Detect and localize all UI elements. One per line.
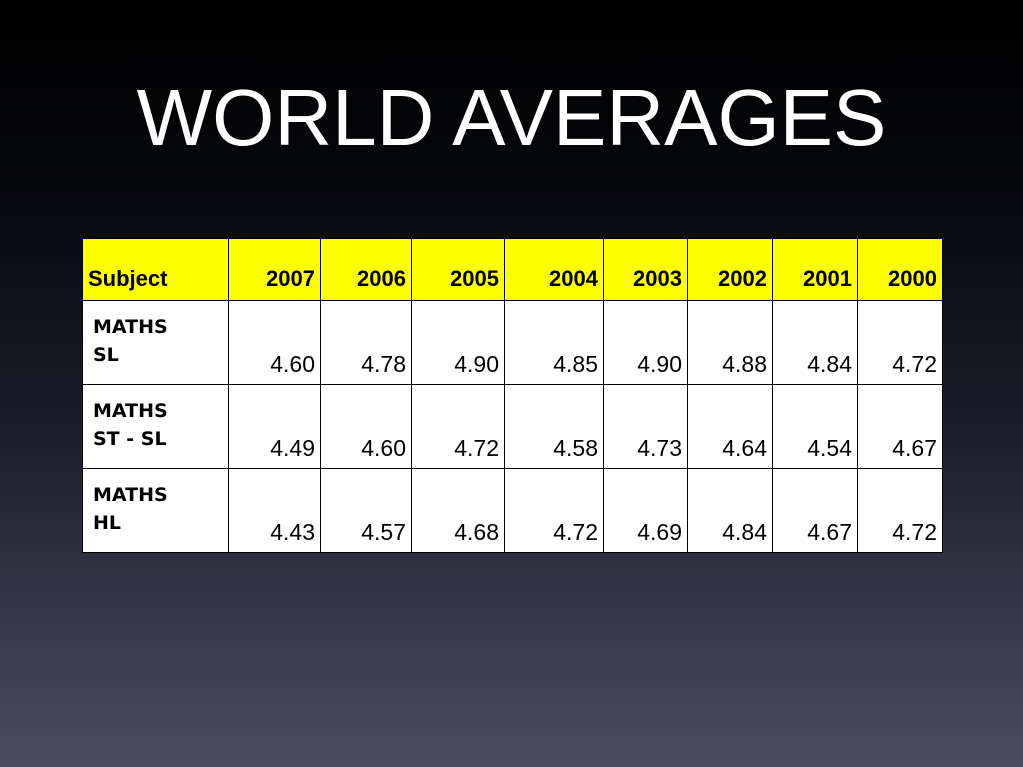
- value-cell: 4.69: [603, 468, 688, 553]
- subject-cell: MATHS HL: [82, 468, 229, 553]
- value-cell: 4.90: [603, 300, 688, 385]
- value-cell: 4.60: [228, 300, 321, 385]
- column-header-2000: 2000: [857, 238, 943, 301]
- subject-cell: MATHS ST - SL: [82, 384, 229, 469]
- value-cell: 4.54: [772, 384, 858, 469]
- value-cell: 4.67: [772, 468, 858, 553]
- table-row: MATHS SL 4.60 4.78 4.90 4.85 4.90 4.88 4…: [82, 300, 943, 385]
- value-cell: 4.68: [411, 468, 505, 553]
- column-header-2003: 2003: [603, 238, 688, 301]
- value-cell: 4.60: [320, 384, 412, 469]
- table-row: MATHS ST - SL 4.49 4.60 4.72 4.58 4.73 4…: [82, 384, 943, 469]
- column-header-2001: 2001: [772, 238, 858, 301]
- value-cell: 4.84: [687, 468, 773, 553]
- value-cell: 4.43: [228, 468, 321, 553]
- column-header-2002: 2002: [687, 238, 773, 301]
- value-cell: 4.72: [411, 384, 505, 469]
- world-averages-table: Subject 2007 2006 2005 2004 2003 2002 20…: [82, 238, 943, 553]
- value-cell: 4.49: [228, 384, 321, 469]
- value-cell: 4.72: [504, 468, 604, 553]
- value-cell: 4.72: [857, 300, 943, 385]
- value-cell: 4.57: [320, 468, 412, 553]
- column-header-2005: 2005: [411, 238, 505, 301]
- value-cell: 4.73: [603, 384, 688, 469]
- subject-cell: MATHS SL: [82, 300, 229, 385]
- value-cell: 4.84: [772, 300, 858, 385]
- table-row: MATHS HL 4.43 4.57 4.68 4.72 4.69 4.84 4…: [82, 468, 943, 553]
- value-cell: 4.88: [687, 300, 773, 385]
- column-header-2006: 2006: [320, 238, 412, 301]
- value-cell: 4.85: [504, 300, 604, 385]
- value-cell: 4.90: [411, 300, 505, 385]
- value-cell: 4.58: [504, 384, 604, 469]
- value-cell: 4.78: [320, 300, 412, 385]
- column-header-subject: Subject: [82, 238, 229, 301]
- column-header-2007: 2007: [228, 238, 321, 301]
- value-cell: 4.72: [857, 468, 943, 553]
- column-header-2004: 2004: [504, 238, 604, 301]
- table-header-row: Subject 2007 2006 2005 2004 2003 2002 20…: [82, 238, 943, 301]
- value-cell: 4.64: [687, 384, 773, 469]
- value-cell: 4.67: [857, 384, 943, 469]
- slide-title: WORLD AVERAGES: [136, 73, 887, 162]
